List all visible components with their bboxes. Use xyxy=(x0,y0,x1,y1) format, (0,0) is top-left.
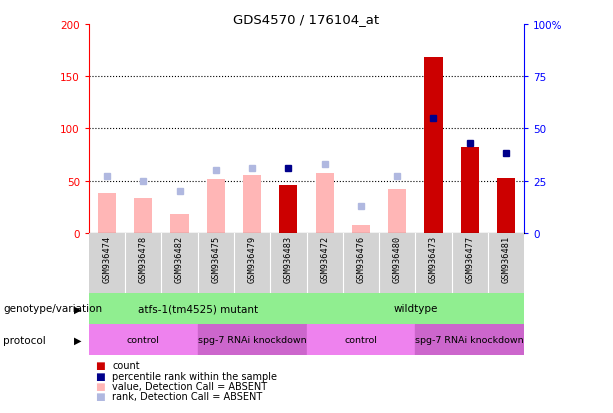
Text: GSM936478: GSM936478 xyxy=(139,235,148,282)
Bar xyxy=(89,324,197,355)
Text: GSM936472: GSM936472 xyxy=(320,235,329,282)
Bar xyxy=(416,324,524,355)
Bar xyxy=(243,176,261,233)
Text: ■: ■ xyxy=(95,371,105,381)
Bar xyxy=(424,58,443,233)
Bar xyxy=(388,190,406,233)
Text: wildtype: wildtype xyxy=(393,304,438,314)
Text: spg-7 RNAi knockdown: spg-7 RNAi knockdown xyxy=(416,335,524,344)
Bar xyxy=(316,174,333,233)
Bar xyxy=(497,178,515,233)
Text: count: count xyxy=(112,361,140,370)
Text: atfs-1(tm4525) mutant: atfs-1(tm4525) mutant xyxy=(138,304,257,314)
Text: GSM936477: GSM936477 xyxy=(465,235,474,282)
Text: ▶: ▶ xyxy=(74,304,82,314)
Text: GSM936474: GSM936474 xyxy=(102,235,112,282)
Bar xyxy=(170,215,189,233)
Text: GDS4570 / 176104_at: GDS4570 / 176104_at xyxy=(234,13,379,26)
Text: value, Detection Call = ABSENT: value, Detection Call = ABSENT xyxy=(112,381,267,391)
Text: GSM936480: GSM936480 xyxy=(393,235,402,282)
Text: spg-7 RNAi knockdown: spg-7 RNAi knockdown xyxy=(198,335,306,344)
Text: GSM936483: GSM936483 xyxy=(284,235,293,282)
Text: ▶: ▶ xyxy=(74,335,82,345)
Bar xyxy=(306,324,416,355)
Text: protocol: protocol xyxy=(3,335,46,345)
Text: ■: ■ xyxy=(95,361,105,370)
Bar xyxy=(352,225,370,233)
Text: GSM936482: GSM936482 xyxy=(175,235,184,282)
Text: control: control xyxy=(127,335,160,344)
Text: percentile rank within the sample: percentile rank within the sample xyxy=(112,371,277,381)
Bar xyxy=(207,179,225,233)
Text: rank, Detection Call = ABSENT: rank, Detection Call = ABSENT xyxy=(112,392,262,401)
Text: GSM936475: GSM936475 xyxy=(211,235,220,282)
Bar xyxy=(89,293,306,324)
Text: GSM936476: GSM936476 xyxy=(356,235,365,282)
Text: genotype/variation: genotype/variation xyxy=(3,304,102,314)
Bar xyxy=(306,293,524,324)
Bar xyxy=(98,194,116,233)
Bar xyxy=(280,185,297,233)
Bar xyxy=(460,148,479,233)
Text: GSM936479: GSM936479 xyxy=(248,235,257,282)
Text: GSM936473: GSM936473 xyxy=(429,235,438,282)
Text: control: control xyxy=(345,335,378,344)
Text: ■: ■ xyxy=(95,381,105,391)
Text: GSM936481: GSM936481 xyxy=(501,235,511,282)
Bar xyxy=(197,324,306,355)
Bar xyxy=(134,199,153,233)
Text: ■: ■ xyxy=(95,392,105,401)
